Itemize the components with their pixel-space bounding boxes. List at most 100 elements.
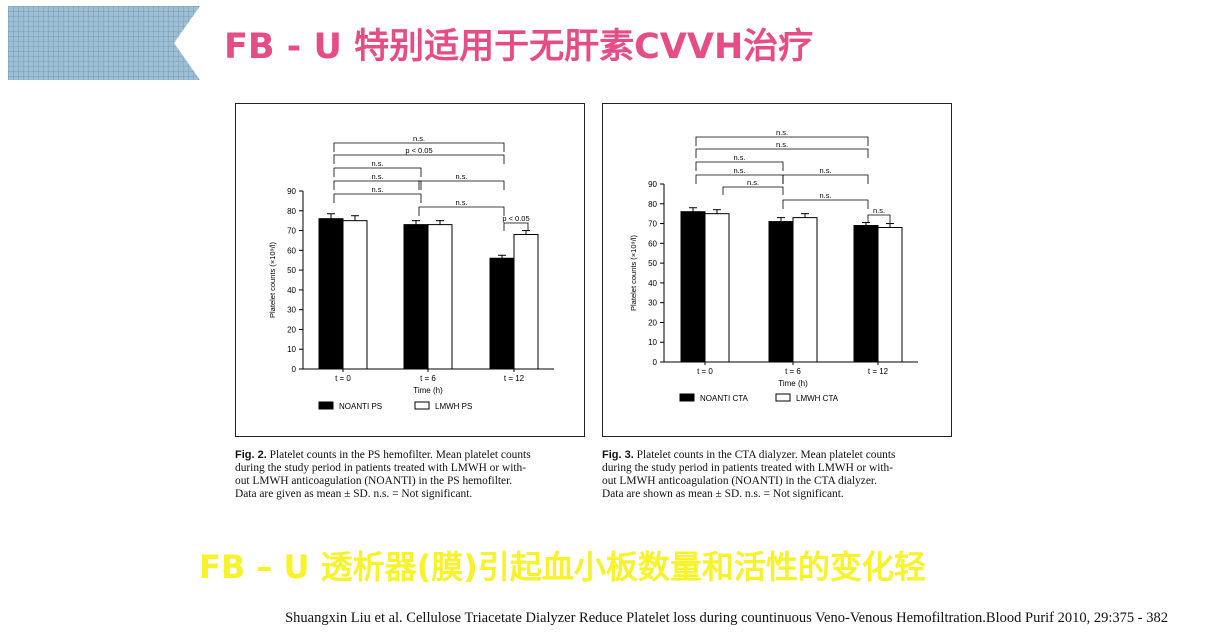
x-tick-label: t = 0 <box>697 367 713 376</box>
y-tick-label: 0 <box>653 358 658 367</box>
legend-swatch-noanti <box>679 393 695 402</box>
significance-bracket <box>722 186 784 195</box>
significance-bracket <box>333 142 505 152</box>
y-tick-label: 60 <box>287 246 296 255</box>
y-tick-label: 20 <box>287 325 296 334</box>
y-tick-label: 10 <box>287 345 296 354</box>
figure-2-caption: Fig. 2. Platelet counts in the PS hemofi… <box>235 449 587 501</box>
reference-citation: Shuangxin Liu et al. Cellulose Triacetat… <box>285 610 1168 626</box>
bar-noanti <box>680 211 706 363</box>
x-axis-label: Time (h) <box>778 379 808 388</box>
figure-2-chart: 0 10 20 30 40 50 60 70 80 90 Platelet counts (×10⁹… <box>268 134 554 411</box>
legend-label-noanti: NOANTI PS <box>339 402 382 411</box>
significance-label: n.s. <box>371 159 383 168</box>
significance-label: n.s. <box>371 172 383 181</box>
significance-bracket <box>503 222 529 231</box>
figure-2-caption-line-1: Platelet counts in the PS hemofilter. Me… <box>269 449 531 461</box>
bar-noanti <box>318 218 344 370</box>
bar-lmwh <box>877 227 903 363</box>
bar-lmwh <box>792 217 818 363</box>
y-axis-label: Platelet counts (×10⁹/l) <box>268 242 277 318</box>
significance-bracket <box>333 167 422 177</box>
x-tick-label: t = 6 <box>785 367 801 376</box>
significance-label: n.s. <box>873 206 885 215</box>
y-tick-label: 70 <box>648 220 657 229</box>
significance-bracket <box>418 206 505 216</box>
figure-2-caption-line-4: Data are given as mean ± SD. n.s. = Not … <box>235 488 473 500</box>
slide-subtitle: FB – U 透析器(膜)引起血小板数量和活性的变化轻 <box>199 548 926 586</box>
y-tick-label: 30 <box>287 306 296 315</box>
significance-bracket <box>418 180 505 190</box>
significance-label: n.s. <box>413 134 425 143</box>
legend-swatch-lmwh <box>775 393 791 402</box>
figure-2-frame <box>235 103 585 437</box>
significance-bracket <box>333 180 422 190</box>
significance-bracket <box>333 193 422 203</box>
figure-2-caption-line-3: out LMWH anticoagulation (NOANTI) in the… <box>235 475 513 487</box>
bar-noanti <box>489 257 515 370</box>
bar-lmwh <box>427 224 453 370</box>
significance-label: n.s. <box>733 166 745 175</box>
legend-label-noanti: NOANTI CTA <box>700 394 749 403</box>
legend-label-lmwh: LMWH PS <box>435 402 472 411</box>
bar-lmwh <box>704 213 730 363</box>
bar-noanti <box>403 224 429 370</box>
x-axis-label: Time (h) <box>413 386 443 395</box>
bar-noanti <box>768 221 794 363</box>
significance-label: n.s. <box>819 166 831 175</box>
slide-title: FB - U 特别适用于无肝素CVVH治疗 <box>224 27 814 67</box>
legend-swatch-noanti <box>318 401 334 410</box>
bar-lmwh <box>513 234 539 370</box>
figure-3-caption-line-2: during the study period in patients trea… <box>602 462 894 474</box>
significance-label: n.s. <box>776 128 788 137</box>
figure-3-caption: Fig. 3. Platelet counts in the CTA dialy… <box>602 449 954 501</box>
y-tick-label: 20 <box>648 318 657 327</box>
x-tick-label: t = 6 <box>420 374 436 383</box>
figure-2-panel: 0 10 20 30 40 50 60 70 80 90 Platelet counts (×10⁹… <box>231 103 587 512</box>
y-tick-label: 90 <box>648 180 657 189</box>
y-tick-label: 40 <box>648 279 657 288</box>
significance-bracket <box>867 214 891 223</box>
y-tick-label: 50 <box>287 266 296 275</box>
x-tick-label: t = 12 <box>868 367 889 376</box>
significance-bracket <box>782 199 869 209</box>
significance-label: n.s. <box>455 172 467 181</box>
y-tick-label: 80 <box>287 207 296 216</box>
y-tick-label: 30 <box>648 299 657 308</box>
figure-3-panel: 0 10 20 30 40 50 60 70 80 90 Platelet counts (×10⁹… <box>598 103 954 512</box>
significance-bracket <box>333 154 505 164</box>
figure-3-frame <box>602 103 952 437</box>
significance-label: n.s. <box>455 198 467 207</box>
significance-bracket <box>695 136 869 146</box>
y-tick-label: 90 <box>287 187 296 196</box>
significance-label: n.s. <box>776 140 788 149</box>
figure-3-caption-line-3: out LMWH anticoagulation (NOANTI) in the… <box>602 475 877 487</box>
header-banner-graphic <box>8 6 200 80</box>
significance-bracket <box>782 174 869 184</box>
significance-bracket <box>695 161 784 171</box>
y-tick-label: 70 <box>287 227 296 236</box>
y-tick-label: 80 <box>648 200 657 209</box>
y-tick-label: 40 <box>287 286 296 295</box>
figure-2-caption-label: Fig. 2. <box>235 449 267 461</box>
y-axis-label: Platelet counts (×10⁹/l) <box>629 235 638 311</box>
significance-bracket <box>695 174 784 184</box>
significance-bracket <box>695 148 869 158</box>
y-tick-label: 0 <box>292 365 297 374</box>
figure-3-caption-line-1: Platelet counts in the CTA dialyzer. Mea… <box>636 449 896 461</box>
x-tick-label: t = 12 <box>504 374 525 383</box>
figure-3-caption-label: Fig. 3. <box>602 449 634 461</box>
significance-label: p < 0.05 <box>502 214 529 223</box>
legend-swatch-lmwh <box>414 401 430 410</box>
bar-lmwh <box>342 220 368 370</box>
significance-label: n.s. <box>819 191 831 200</box>
y-tick-label: 60 <box>648 239 657 248</box>
significance-label: n.s. <box>747 178 759 187</box>
bar-noanti <box>853 225 879 363</box>
y-tick-label: 10 <box>648 338 657 347</box>
figure-2-caption-line-2: during the study period in patients trea… <box>235 462 527 474</box>
significance-label: n.s. <box>371 185 383 194</box>
significance-label: p < 0.05 <box>405 146 432 155</box>
x-tick-label: t = 0 <box>335 374 351 383</box>
y-tick-label: 50 <box>648 259 657 268</box>
